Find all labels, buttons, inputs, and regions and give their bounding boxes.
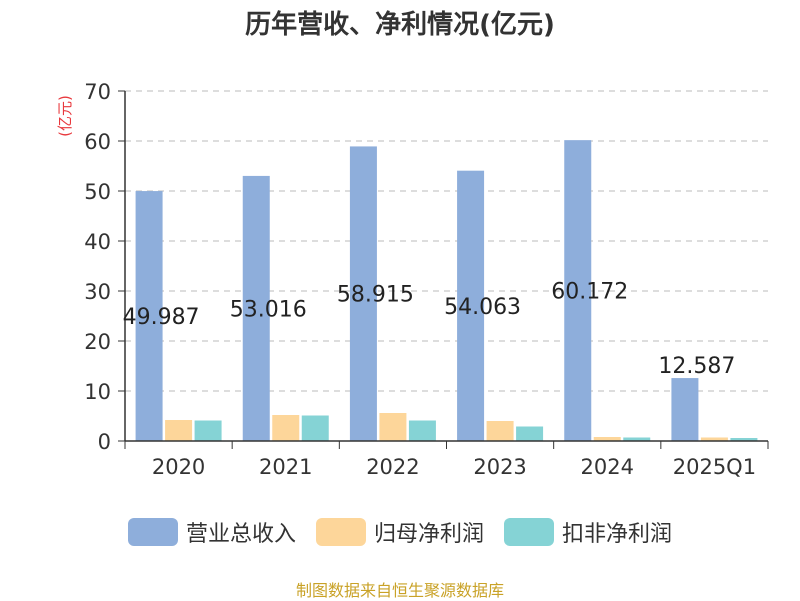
bar-2-2021 bbox=[272, 415, 300, 441]
legend-item[interactable]: 归母净利润 bbox=[315, 516, 484, 548]
bar-3-2022 bbox=[408, 420, 436, 441]
data-label: 53.016 bbox=[230, 297, 307, 322]
source-note: 制图数据来自恒生聚源数据库 bbox=[295, 581, 504, 600]
y-tick-label: 20 bbox=[84, 330, 111, 354]
legend-label: 归母净利润 bbox=[373, 522, 484, 547]
x-tick-label: 2023 bbox=[473, 455, 526, 479]
y-tick-label: 0 bbox=[98, 430, 111, 454]
legend-swatch bbox=[504, 518, 554, 546]
y-tick-label: 50 bbox=[84, 180, 111, 204]
grid-lines bbox=[125, 90, 768, 392]
legend-label: 扣非净利润 bbox=[562, 522, 673, 547]
legend-swatch bbox=[127, 518, 178, 546]
bar-2-2025Q1 bbox=[700, 437, 728, 441]
y-tick-label: 60 bbox=[84, 130, 111, 154]
legend-item[interactable]: 营业总收入 bbox=[127, 516, 296, 548]
x-tick-label: 2024 bbox=[581, 455, 634, 479]
bars bbox=[135, 140, 758, 442]
y-axis-label: (亿元) bbox=[56, 95, 74, 137]
x-tick-label: 2022 bbox=[366, 455, 419, 479]
bar-1-2021 bbox=[242, 175, 270, 442]
y-tick-label: 70 bbox=[84, 80, 111, 104]
y-tick-label: 10 bbox=[84, 380, 111, 404]
y-tick-label: 40 bbox=[84, 230, 111, 254]
data-label: 58.915 bbox=[337, 283, 414, 308]
axes: 0 10 20 30 40 50 60 70 2020 2021 2022 2023 2024 2025Q… bbox=[84, 80, 769, 479]
bar-1-2025Q1 bbox=[671, 378, 699, 441]
bar-2-2023 bbox=[486, 421, 514, 441]
bar-3-2023 bbox=[516, 426, 544, 441]
x-tick-label: 2021 bbox=[259, 455, 312, 479]
legend: 营业总收入 归母净利润 扣非净利润 bbox=[0, 516, 800, 548]
legend-item[interactable]: 扣非净利润 bbox=[504, 516, 672, 548]
x-tick-label: 2020 bbox=[152, 455, 205, 479]
data-label: 49.987 bbox=[123, 305, 200, 330]
bar-3-2021 bbox=[301, 415, 329, 441]
bar-2-2020 bbox=[165, 420, 193, 441]
legend-swatch bbox=[315, 518, 366, 546]
data-label: 60.172 bbox=[551, 280, 628, 305]
chart-title: 历年营收、净利情况(亿元) bbox=[245, 10, 555, 40]
y-tick-label: 30 bbox=[84, 280, 111, 304]
bar-2-2022 bbox=[379, 413, 407, 441]
bar-3-2024 bbox=[623, 437, 651, 441]
bar-3-2020 bbox=[194, 420, 222, 441]
data-label: 12.587 bbox=[658, 354, 735, 379]
data-labels: 49.987 53.016 58.915 54.063 60.172 12.587 bbox=[123, 280, 736, 379]
bar-1-2024 bbox=[564, 140, 592, 441]
data-label: 54.063 bbox=[444, 295, 521, 320]
bar-1-2023 bbox=[457, 170, 485, 441]
bar-1-2020 bbox=[135, 191, 163, 441]
legend-label: 营业总收入 bbox=[185, 522, 296, 547]
bar-3-2025Q1 bbox=[730, 438, 758, 441]
bar-2-2024 bbox=[593, 437, 621, 441]
x-tick-label: 2025Q1 bbox=[673, 455, 756, 479]
bar-1-2022 bbox=[349, 146, 377, 442]
